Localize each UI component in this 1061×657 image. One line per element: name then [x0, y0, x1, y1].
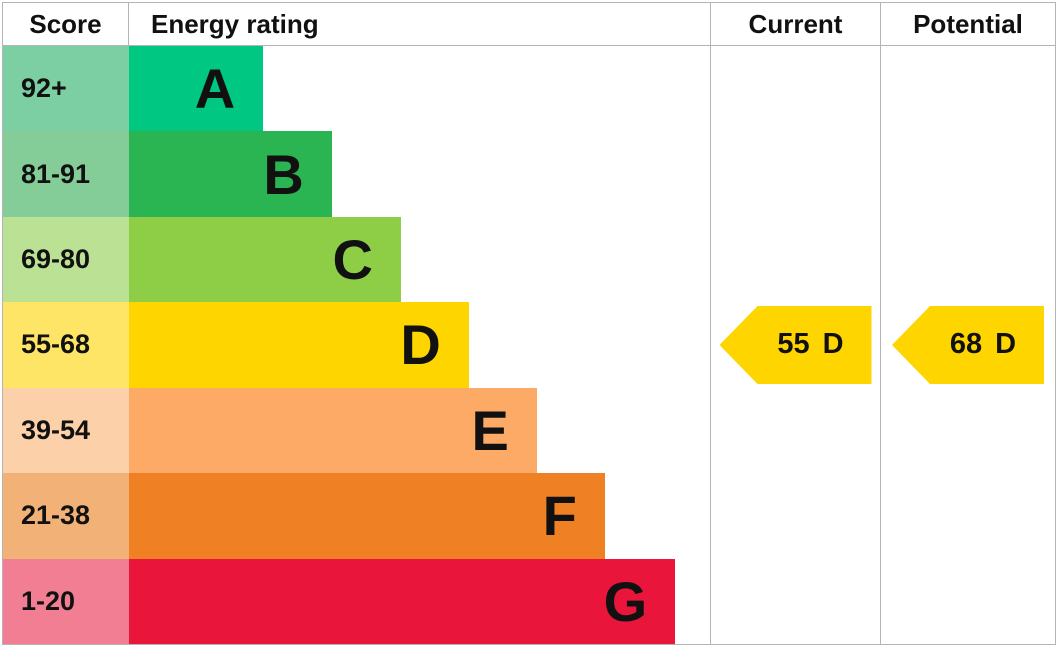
score-range-c: 69-80: [3, 216, 129, 303]
score-range-label: 21-38: [21, 500, 91, 531]
energy-rating-header-label: Energy rating: [151, 8, 319, 39]
current-header-label: Current: [748, 8, 843, 39]
band-letter: B: [263, 142, 304, 206]
score-range-label: 92+: [21, 73, 67, 104]
potential-cell-a: [880, 46, 1055, 132]
band-row-c: C: [129, 216, 710, 303]
band-letter: A: [194, 57, 236, 121]
energy-bar-c: C: [129, 216, 401, 303]
current-rating-band: D: [822, 328, 844, 361]
current-cell-b: [710, 131, 880, 217]
energy-bar-a: A: [129, 46, 264, 132]
current-cell-f: [710, 473, 880, 559]
energy-bar-f: F: [129, 473, 605, 559]
energy-rating-column-header: Energy rating: [129, 3, 710, 46]
score-header-label: Score: [29, 8, 102, 39]
band-row-a: A: [129, 46, 710, 132]
potential-cell-e: [880, 387, 1055, 474]
current-rating-score: 55: [777, 328, 810, 361]
score-range-d: 55-68: [3, 302, 129, 388]
band-row-e: E: [129, 387, 710, 474]
potential-cell-g: [880, 558, 1055, 644]
potential-rating-band: D: [995, 328, 1017, 361]
current-cell-g: [710, 558, 880, 644]
potential-header-label: Potential: [913, 8, 1023, 39]
current-column-header: Current: [710, 3, 880, 46]
energy-bar-d: D: [129, 302, 469, 388]
score-range-g: 1-20: [3, 558, 129, 644]
potential-cell-c: [880, 216, 1055, 303]
potential-cell-f: [880, 473, 1055, 559]
band-letter: G: [603, 569, 648, 633]
score-range-f: 21-38: [3, 473, 129, 559]
band-letter: E: [471, 398, 509, 462]
energy-bar-b: B: [129, 131, 332, 217]
potential-cell-d: 68 D: [880, 302, 1055, 388]
band-letter: C: [332, 228, 373, 292]
potential-rating-score: 68: [949, 328, 983, 361]
band-row-b: B: [129, 131, 710, 217]
band-row-f: F: [129, 473, 710, 559]
potential-cell-b: [880, 131, 1055, 217]
band-letter: F: [542, 484, 577, 548]
current-cell-d: 55 D: [710, 302, 880, 388]
current-cell-a: [710, 46, 880, 132]
epc-rating-table: Score Energy rating Current Potential 92…: [2, 2, 1056, 645]
score-range-label: 39-54: [21, 414, 91, 445]
energy-bar-e: E: [129, 387, 537, 474]
band-row-g: G: [129, 558, 710, 644]
potential-rating-arrow: 68 D: [892, 305, 1044, 384]
score-range-label: 55-68: [21, 329, 91, 360]
score-column-header: Score: [3, 3, 129, 46]
current-cell-e: [710, 387, 880, 474]
band-letter: D: [400, 313, 441, 377]
current-rating-arrow: 55 D: [719, 305, 872, 384]
potential-column-header: Potential: [880, 3, 1055, 46]
band-row-d: D: [129, 302, 710, 388]
score-range-label: 81-91: [21, 158, 91, 189]
score-range-label: 1-20: [21, 585, 76, 616]
score-range-label: 69-80: [21, 244, 91, 275]
score-range-a: 92+: [3, 46, 129, 132]
score-range-e: 39-54: [3, 387, 129, 474]
score-range-b: 81-91: [3, 131, 129, 217]
energy-bar-g: G: [129, 558, 676, 644]
current-cell-c: [710, 216, 880, 303]
